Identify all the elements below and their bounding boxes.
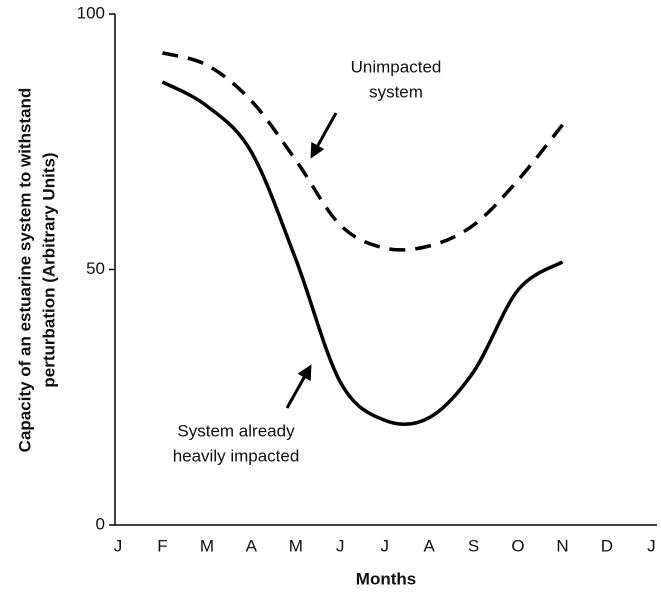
x-tick-label: O [511, 536, 524, 555]
x-tick-label: J [336, 536, 345, 555]
line [161, 51, 564, 252]
annotation: system [369, 82, 423, 101]
x-tick-label: M [289, 536, 303, 555]
annotation: System already [177, 421, 295, 440]
x-tick-label: M [200, 536, 214, 555]
y-tick-label: 50 [86, 259, 105, 278]
arrow [285, 364, 312, 409]
x-tick-label: N [556, 536, 568, 555]
y-axis-label: perturbation (Arbitrary Units) [39, 152, 58, 387]
x-tick-label: A [246, 536, 258, 555]
x-tick-label: D [601, 536, 613, 555]
x-tick-label: J [647, 536, 656, 555]
x-tick-label: S [468, 536, 479, 555]
y-tick-label: 0 [96, 514, 105, 533]
y-axis-label: Capacity of an estuarine system to withs… [15, 88, 34, 453]
line [161, 80, 564, 426]
x-tick-label: J [380, 536, 389, 555]
y-tick-label: 100 [77, 3, 105, 22]
annotation: heavily impacted [173, 446, 300, 465]
x-tick-label: A [423, 536, 435, 555]
x-tick-label: J [114, 536, 123, 555]
annotation: Unimpacted [351, 57, 442, 76]
arrow [310, 112, 338, 159]
x-axis-label: Months [356, 569, 416, 588]
x-tick-label: F [157, 536, 167, 555]
